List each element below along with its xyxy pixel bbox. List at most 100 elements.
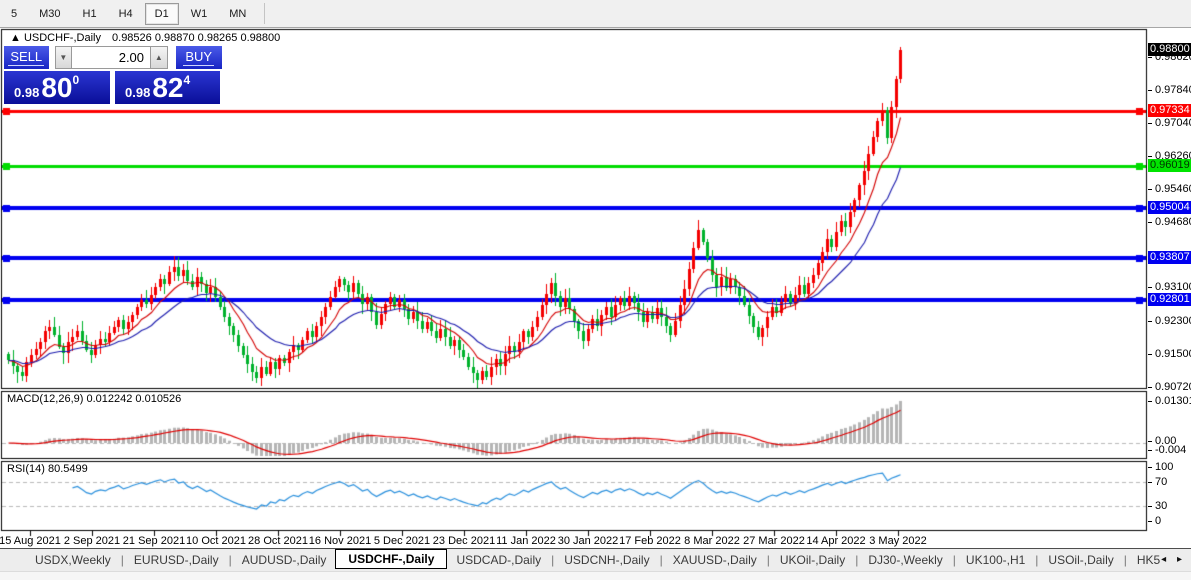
chart-ohlc-values: 0.98526 0.98870 0.98265 0.98800 bbox=[112, 32, 281, 44]
chart-tab-usdcnh-daily[interactable]: USDCNH-,Daily bbox=[564, 553, 650, 567]
price-axis-tick: 0.97040 bbox=[1155, 117, 1191, 129]
price-axis-tick: 0.97840 bbox=[1155, 84, 1191, 96]
one-click-trading-panel: SELL ▼ ▲ BUY 0.98 80 0 0.98 82 4 bbox=[4, 46, 222, 104]
tab-divider: | bbox=[120, 553, 124, 567]
date-axis-label: 21 Sep 2021 bbox=[122, 535, 186, 547]
axis-tick-mark bbox=[1148, 123, 1152, 124]
tab-divider: | bbox=[659, 553, 663, 567]
buy-price-main: 82 bbox=[152, 72, 184, 103]
chart-tab-usoil-daily[interactable]: USOil-,Daily bbox=[1048, 553, 1114, 567]
chart-tab-ukoil-daily[interactable]: UKOil-,Daily bbox=[779, 553, 846, 567]
chevron-up-icon: ▲ bbox=[154, 53, 163, 62]
axis-tick-mark bbox=[1148, 441, 1152, 442]
price-axis-tick: 0.95460 bbox=[1155, 183, 1191, 195]
hline-label-axis-badge: 0.93807 bbox=[1148, 251, 1191, 264]
toolbar-divider bbox=[264, 3, 266, 24]
tab-divider: | bbox=[766, 553, 770, 567]
price-axis-tick: 0.92300 bbox=[1155, 315, 1191, 327]
sell-price-main: 80 bbox=[41, 72, 73, 103]
timeframe-button-h1[interactable]: H1 bbox=[82, 7, 97, 20]
axis-tick-mark bbox=[1148, 57, 1152, 58]
buy-price-display[interactable]: 0.98 82 4 bbox=[115, 71, 220, 104]
tab-divider: | bbox=[551, 553, 555, 567]
timeframe-button-w1[interactable]: W1 bbox=[190, 7, 208, 20]
axis-tick-mark bbox=[1148, 521, 1152, 522]
sell-price-superscript: 0 bbox=[72, 73, 80, 87]
price-axis-tick: 0.93100 bbox=[1155, 281, 1191, 293]
chart-header: ▲ USDCHF-,Daily 0.98526 0.98870 0.98265 … bbox=[10, 32, 280, 44]
sell-button-label: SELL bbox=[8, 49, 45, 66]
date-axis-label: 28 Oct 2021 bbox=[248, 535, 308, 547]
date-axis-label: 15 Aug 2021 bbox=[0, 535, 61, 547]
axis-tick-mark bbox=[1148, 321, 1152, 322]
chart-symbol-title: USDCHF-,Daily bbox=[23, 32, 101, 44]
tab-divider: | bbox=[855, 553, 859, 567]
timeframe-button-d1[interactable]: D1 bbox=[144, 2, 179, 25]
date-axis: 15 Aug 2021 2 Sep 2021 21 Sep 2021 10 Oct 2… bbox=[0, 535, 1148, 549]
price-axis-tick: 0.94680 bbox=[1155, 216, 1191, 228]
sell-button[interactable]: SELL bbox=[4, 46, 49, 69]
tab-scroll-arrows: ◂ ▸ bbox=[1161, 554, 1186, 565]
price-axis-tick: 0.96260 bbox=[1155, 150, 1191, 162]
buy-price-prefix: 0.98 bbox=[125, 85, 151, 100]
chart-tab-uk100-h1[interactable]: UK100-,H1 bbox=[965, 553, 1026, 567]
hline-label-axis-badge: 0.92801 bbox=[1148, 293, 1191, 306]
buy-button[interactable]: BUY bbox=[175, 46, 222, 69]
axis-tick-mark bbox=[1148, 506, 1152, 507]
tab-divider: | bbox=[1123, 553, 1127, 567]
current-price-axis-badge: 0.98800 bbox=[1148, 43, 1191, 56]
hline-label-axis-badge: 0.97334 bbox=[1148, 104, 1191, 117]
chart-tab-audusd-daily[interactable]: AUDUSD-,Daily bbox=[241, 553, 327, 567]
axis-tick-mark bbox=[1148, 401, 1152, 402]
date-axis-label: 14 Apr 2022 bbox=[806, 535, 866, 547]
timeframe-button-mn[interactable]: MN bbox=[229, 7, 247, 20]
timeframe-button-5[interactable]: 5 bbox=[11, 7, 18, 20]
macd-axis-tick: 0.013015 bbox=[1155, 395, 1191, 407]
chart-tab-usdx-weekly[interactable]: USDX,Weekly bbox=[35, 553, 111, 567]
date-axis-label: 2 Sep 2021 bbox=[63, 535, 121, 547]
axis-tick-mark bbox=[1148, 156, 1152, 157]
tab-scroll-left-icon[interactable]: ◂ bbox=[1161, 554, 1171, 565]
axis-tick-mark bbox=[1148, 467, 1152, 468]
axis-tick-mark bbox=[1148, 222, 1152, 223]
axis-tick-mark bbox=[1148, 287, 1152, 288]
tab-divider: | bbox=[952, 553, 956, 567]
date-axis-label: 27 Mar 2022 bbox=[743, 535, 805, 547]
rsi-axis-tick: 30 bbox=[1155, 500, 1168, 512]
tab-scroll-right-icon[interactable]: ▸ bbox=[1176, 554, 1186, 565]
timeframe-toolbar: 5 M30 H1 H4 D1 W1 MN bbox=[0, 0, 1191, 28]
price-axis-tick: 0.90720 bbox=[1155, 381, 1191, 393]
sell-price-display[interactable]: 0.98 80 0 bbox=[4, 71, 110, 104]
date-axis-label: 17 Feb 2022 bbox=[619, 535, 681, 547]
tab-divider: | bbox=[228, 553, 232, 567]
chart-tab-xauusd-daily[interactable]: XAUUSD-,Daily bbox=[672, 553, 757, 567]
chart-tab-hk5[interactable]: HK5 bbox=[1136, 553, 1161, 567]
chart-tab-eurusd-daily[interactable]: EURUSD-,Daily bbox=[133, 553, 219, 567]
volume-increase-button[interactable]: ▲ bbox=[150, 46, 168, 69]
date-axis-label: 16 Nov 2021 bbox=[308, 535, 372, 547]
volume-input[interactable] bbox=[72, 46, 151, 69]
price-axis-tick: 0.91500 bbox=[1155, 348, 1191, 360]
date-axis-label: 30 Jan 2022 bbox=[557, 535, 619, 547]
timeframe-button-m30[interactable]: M30 bbox=[39, 7, 61, 20]
date-axis-label: 3 May 2022 bbox=[869, 535, 927, 547]
axis-tick-mark bbox=[1148, 482, 1152, 483]
hline-label-axis-badge: 0.96019 bbox=[1148, 159, 1191, 172]
date-axis-label: 8 Mar 2022 bbox=[684, 535, 740, 547]
chevron-down-icon: ▼ bbox=[59, 53, 68, 62]
chart-tab-usdchf-daily[interactable]: USDCHF-,Daily bbox=[335, 549, 448, 569]
timeframe-button-h4[interactable]: H4 bbox=[118, 7, 133, 20]
buy-price-superscript: 4 bbox=[183, 73, 191, 87]
chart-tab-usdcad-daily[interactable]: USDCAD-,Daily bbox=[456, 553, 542, 567]
chart-tab-dj30-weekly[interactable]: DJ30-,Weekly bbox=[868, 553, 943, 567]
sell-price-prefix: 0.98 bbox=[14, 85, 40, 100]
chart-tabs: USDX,Weekly | EURUSD-,Daily | AUDUSD-,Daily U… bbox=[0, 549, 1191, 571]
volume-decrease-button[interactable]: ▼ bbox=[54, 46, 73, 69]
date-axis-label: 23 Dec 2021 bbox=[432, 535, 496, 547]
rsi-indicator-label: RSI(14) 80.5499 bbox=[7, 463, 88, 475]
macd-indicator-label: MACD(12,26,9) 0.012242 0.010526 bbox=[7, 393, 182, 405]
date-axis-label: 5 Dec 2021 bbox=[373, 535, 431, 547]
hline-label-axis-badge: 0.95004 bbox=[1148, 201, 1191, 214]
collapse-panel-icon[interactable]: ▲ bbox=[10, 32, 21, 44]
